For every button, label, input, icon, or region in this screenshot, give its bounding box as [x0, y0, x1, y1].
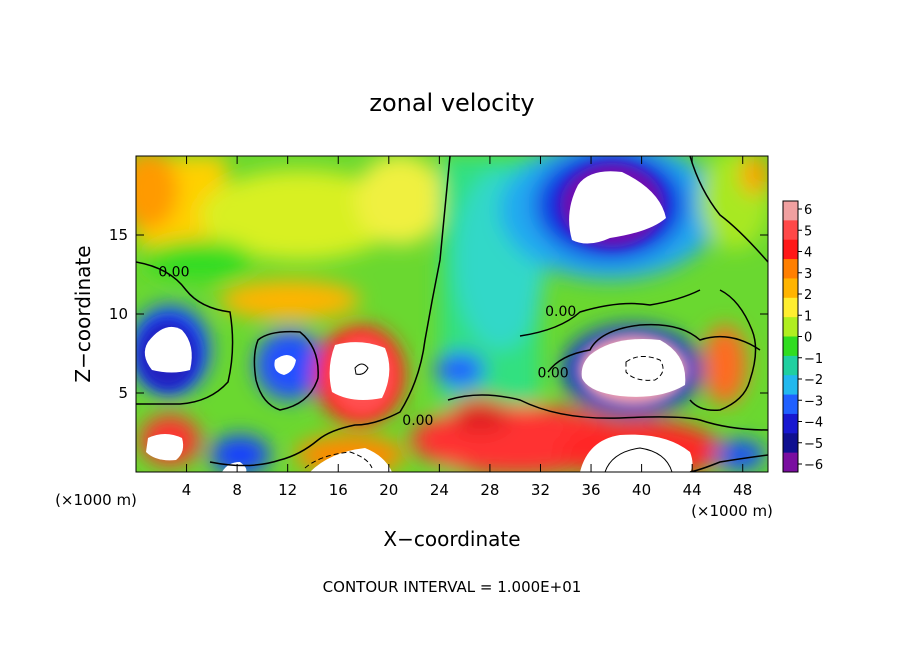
colorbar-tick-label: −2 — [804, 373, 823, 388]
colorbar-swatch — [783, 336, 798, 357]
x-tick-label: 44 — [683, 481, 702, 499]
colorbar-tick-label: 5 — [804, 224, 812, 239]
colorbar-tick-label: −3 — [804, 394, 823, 409]
colorbar-tick-label: 6 — [804, 203, 812, 218]
colorbar-tick-label: −5 — [804, 437, 823, 452]
x-tick-label: 32 — [531, 481, 550, 499]
x-unit-left: (×1000 m) — [55, 491, 137, 509]
colorbar-swatch — [783, 317, 798, 337]
x-tick-label: 12 — [278, 481, 297, 499]
y-tick-label: 15 — [109, 226, 128, 244]
colorbar-swatch — [783, 297, 798, 318]
x-tick-label: 40 — [632, 481, 651, 499]
colorbar-swatch — [783, 394, 798, 415]
contour-label: 0.00 — [538, 365, 569, 381]
colorbar-swatch — [783, 220, 798, 241]
colorbar-swatch — [783, 355, 798, 376]
x-axis-label: X−coordinate — [383, 527, 520, 551]
colorbar-swatch — [783, 452, 798, 473]
y-axis-label: Z−coordinate — [71, 245, 95, 382]
x-tick-label: 28 — [480, 481, 499, 499]
contour-interval-note: CONTOUR INTERVAL = 1.000E+01 — [323, 578, 582, 596]
x-tick-label: 24 — [430, 481, 449, 499]
x-tick-label: 36 — [581, 481, 600, 499]
chart-title: zonal velocity — [369, 89, 534, 117]
y-tick-label: 10 — [109, 305, 128, 323]
contour-label: 0.00 — [545, 304, 576, 320]
colorbar-tick-label: −1 — [804, 352, 823, 367]
contour-label: 0.00 — [402, 413, 433, 429]
contour-label: 0.00 — [158, 264, 189, 280]
colorbar-tick-label: −4 — [804, 416, 823, 431]
velocity-field: 0.00 0.00 0.00 0.00 — [136, 156, 768, 472]
x-tick-label: 20 — [379, 481, 398, 499]
x-tick-label: 4 — [182, 481, 192, 499]
x-tick-label: 48 — [733, 481, 752, 499]
colorbar-tick-label: 3 — [804, 267, 812, 282]
colorbar-swatch — [783, 278, 798, 299]
colorbar: 6 5 4 3 2 1 0 −1 −2 −3 −4 −5 −6 — [782, 200, 823, 473]
colorbar-swatch — [783, 259, 798, 279]
colorbar-swatch — [783, 433, 798, 454]
colorbar-swatch — [783, 239, 798, 260]
x-unit-right: (×1000 m) — [691, 502, 773, 520]
colorbar-swatch — [783, 413, 798, 434]
colorbar-tick-label: −6 — [804, 458, 823, 473]
colorbar-swatch — [783, 201, 798, 221]
x-tick-label: 8 — [232, 481, 242, 499]
y-tick-label: 5 — [118, 384, 128, 402]
colorbar-tick-label: 0 — [804, 331, 812, 346]
colorbar-tick-label: 1 — [804, 309, 812, 324]
colorbar-tick-label: 2 — [804, 288, 812, 303]
x-tick-label: 16 — [329, 481, 348, 499]
colorbar-swatch — [783, 375, 798, 396]
colorbar-tick-label: 4 — [804, 246, 812, 261]
